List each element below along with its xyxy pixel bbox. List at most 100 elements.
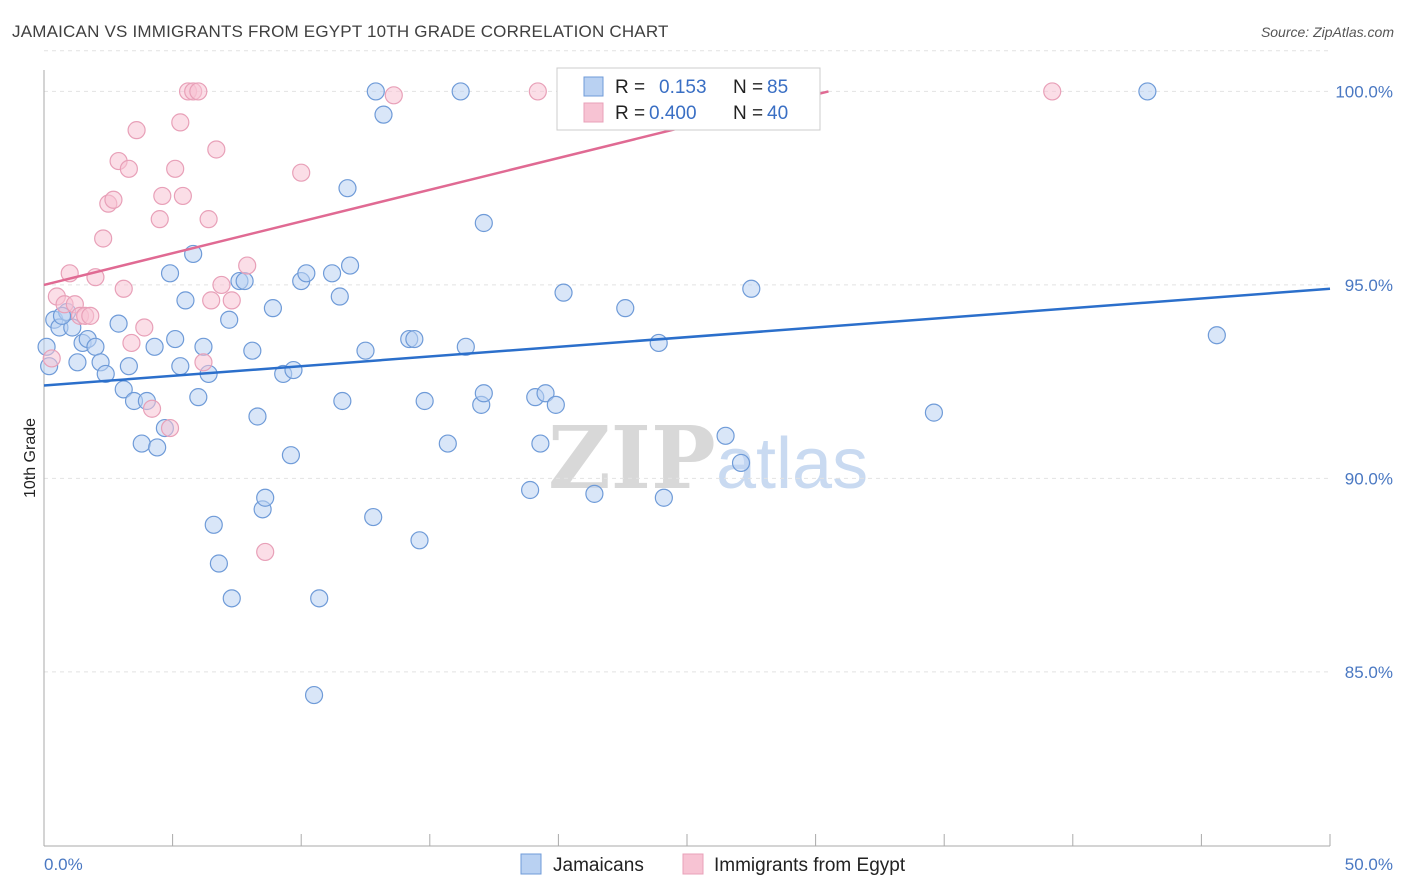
jamaicans-point-52 — [364, 507, 383, 527]
trend-lines — [43, 90, 1331, 387]
jamaicans-point-13 — [119, 357, 138, 376]
bottom-legend-swatch-jamaicans — [520, 853, 542, 875]
jamaicans-point-60 — [451, 82, 470, 101]
jamaicans-point-65 — [521, 480, 540, 500]
egypt-point-17 — [135, 318, 154, 337]
egypt-point-35 — [256, 542, 275, 562]
jamaicans-point-54 — [374, 105, 393, 124]
egypt-point-34 — [238, 256, 257, 275]
jamaicans-point-75 — [716, 426, 735, 445]
legend-r-value-1: 0.153 — [659, 77, 707, 98]
y-tick-label-90: 90.0% — [1345, 469, 1393, 488]
chart-title: JAMAICAN VS IMMIGRANTS FROM EGYPT 10TH G… — [12, 22, 669, 41]
watermark: ZIP atlas — [548, 408, 868, 509]
legend-swatch-blue — [583, 76, 604, 97]
jamaicans-point-56 — [405, 329, 424, 349]
bottom-legend-swatch-egypt — [682, 853, 704, 875]
egypt-point-23 — [171, 113, 190, 132]
jamaicans-point-67 — [531, 434, 550, 453]
egypt-point-14 — [119, 159, 138, 178]
egypt-point-28 — [194, 353, 213, 372]
jamaicans-point-78 — [742, 279, 761, 298]
jamaicans-point-37 — [256, 488, 275, 507]
egypt-point-33 — [222, 291, 241, 310]
jamaicans-point-20 — [160, 264, 180, 283]
jamaicans-point-61 — [456, 337, 475, 356]
jamaicans-point-34 — [243, 341, 262, 360]
jamaicans-point-25 — [189, 388, 208, 407]
egypt-point-37 — [384, 86, 403, 105]
series-jamaicans-points — [37, 82, 1226, 705]
bottom-legend-label-jamaicans: Jamaicans — [553, 855, 644, 876]
series-egypt-points — [42, 82, 1062, 562]
egypt-point-11 — [104, 190, 123, 209]
jamaicans-point-33 — [235, 271, 254, 291]
jamaicans-point-22 — [171, 357, 190, 376]
egypt-point-16 — [127, 121, 146, 140]
jamaicans-point-26 — [194, 337, 213, 356]
y-tick-label-85: 85.0% — [1345, 663, 1393, 682]
egypt-point-21 — [160, 418, 180, 438]
egypt-point-0 — [42, 349, 61, 368]
jamaicans-point-70 — [554, 283, 573, 302]
jamaicans-point-63 — [474, 384, 493, 403]
jamaicans-point-53 — [366, 82, 385, 101]
egypt-point-29 — [199, 210, 218, 229]
jamaicans-point-50 — [340, 256, 360, 275]
jamaicans-point-69 — [546, 395, 565, 414]
egypt-point-27 — [189, 82, 208, 101]
jamaicans-point-11 — [109, 314, 128, 333]
source-label: Source: ZipAtlas.com — [1260, 24, 1394, 40]
jamaicans-point-51 — [356, 341, 375, 360]
egypt-point-30 — [202, 291, 221, 310]
jamaicans-point-10 — [96, 364, 115, 384]
jamaicans-point-45 — [310, 589, 329, 608]
legend-r-label-2: R = — [615, 103, 645, 124]
jamaicans-point-30 — [220, 310, 239, 329]
x-tick-label-min: 0.0% — [44, 855, 83, 874]
jamaicans-point-23 — [176, 291, 195, 310]
jamaicans-point-15 — [132, 434, 151, 453]
egypt-point-39 — [1043, 82, 1062, 101]
jamaicans-point-41 — [284, 360, 303, 380]
jamaicans-point-58 — [415, 391, 434, 411]
bottom-legend-label-egypt: Immigrants from Egypt — [714, 855, 906, 876]
egypt-point-18 — [142, 399, 162, 418]
egypt-point-20 — [153, 186, 172, 206]
jamaicans-point-17 — [145, 337, 164, 356]
jamaicans-point-46 — [322, 264, 342, 283]
series-legend: Jamaicans Immigrants from Egypt — [520, 853, 906, 876]
jamaicans-point-35 — [248, 407, 267, 426]
jamaicans-point-5 — [68, 353, 87, 372]
watermark-zip: ZIP — [548, 408, 716, 509]
jamaicans-point-31 — [222, 589, 241, 608]
jamaicans-point-73 — [649, 333, 668, 353]
egypt-point-32 — [212, 275, 231, 295]
trend-line-jamaicans — [43, 287, 1331, 387]
jamaicans-point-29 — [209, 554, 228, 573]
legend-n-label-1: N = — [733, 77, 763, 98]
egypt-point-24 — [173, 186, 192, 206]
jamaicans-point-8 — [86, 337, 105, 356]
jamaicans-point-21 — [166, 329, 185, 349]
jamaicans-point-57 — [410, 531, 429, 550]
egypt-point-7 — [81, 306, 100, 325]
egypt-point-19 — [150, 210, 169, 229]
jamaicans-point-49 — [338, 179, 357, 198]
jamaicans-point-64 — [474, 213, 493, 233]
jamaicans-point-68 — [536, 384, 555, 403]
jamaicans-point-12 — [114, 380, 133, 399]
egypt-point-36 — [292, 163, 311, 182]
egypt-point-22 — [166, 159, 185, 178]
jamaicans-point-28 — [204, 515, 223, 534]
jamaicans-point-77 — [731, 453, 751, 473]
jamaicans-point-72 — [616, 299, 635, 318]
egypt-point-15 — [122, 333, 141, 353]
jamaicans-point-44 — [304, 685, 324, 705]
x-tick-label-max: 50.0% — [1345, 855, 1393, 874]
jamaicans-point-80 — [924, 403, 944, 422]
jamaicans-point-82 — [1207, 326, 1226, 345]
jamaicans-point-48 — [333, 391, 352, 411]
egypt-point-38 — [528, 82, 547, 101]
